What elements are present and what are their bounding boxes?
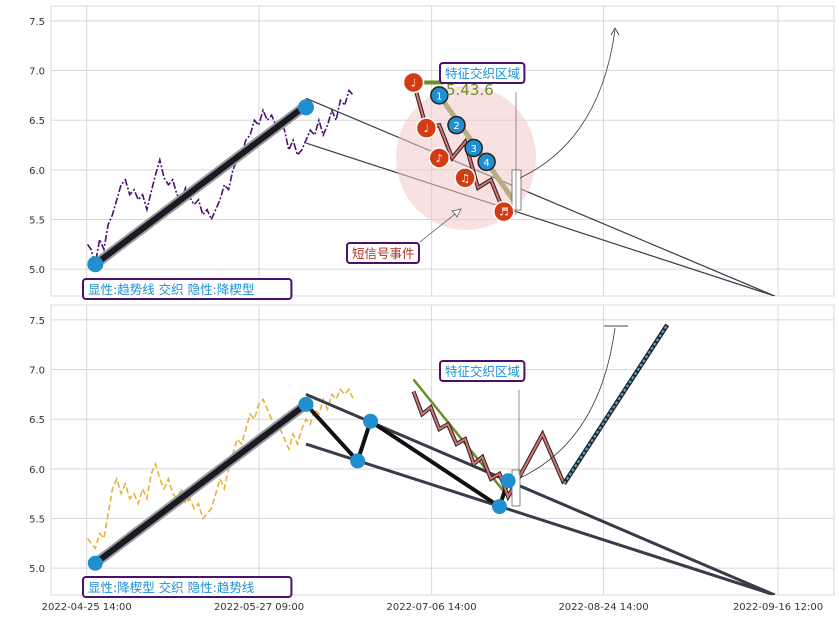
marker-red-dot — [415, 117, 438, 139]
y-tick-label: 5.0 — [29, 265, 45, 276]
pivot-dot — [363, 413, 378, 429]
marker-blue-dot — [430, 86, 449, 105]
marker-red-dot — [454, 167, 476, 189]
projection-arc — [519, 29, 616, 179]
marker-red-symbol: ♩ — [411, 76, 416, 89]
y-tick-label: 7.0 — [29, 366, 45, 377]
marker-blue-dot — [477, 152, 496, 172]
annotation-feature-zone-text: 特征交织区域 — [445, 364, 520, 379]
panel-top: 5.0 5.5 6.0 6.5 7.0 7.5 ♩ ♩ ♪ ♫ ♬ 1 2 34 5.43.6 — [29, 5, 835, 297]
y-tick-label: 6.5 — [29, 415, 45, 426]
pivot-dot — [492, 499, 507, 515]
trend-line — [305, 142, 775, 296]
y-tick-label: 6.0 — [29, 166, 45, 177]
y-tick-label: 7.5 — [29, 17, 45, 28]
marker-red: ♫ — [454, 167, 476, 189]
marker-red-symbol: ♩ — [424, 122, 429, 135]
annotation-feature-zone-text: 特征交织区域 — [445, 66, 520, 81]
marker-blue-number: 2 — [453, 121, 459, 132]
price-series-line — [86, 387, 355, 550]
plot-area — [50, 304, 835, 596]
value-label: 5.43.6 — [446, 81, 494, 99]
marker-red: ♩ — [402, 71, 425, 94]
y-tick-label: 5.0 — [29, 564, 45, 575]
plot-content: ♩ ♩ ♪ ♫ ♬ 1 2 34 5.43.6 — [86, 27, 775, 296]
y-tick-label: 6.5 — [29, 116, 45, 127]
marker-blue-number: 4 — [483, 158, 489, 169]
marker-red-symbol: ♪ — [436, 152, 443, 165]
annotation-feature-zone-frame — [439, 360, 526, 382]
pivot-dot — [500, 473, 516, 489]
x-tick-label: 2022-09-16 12:00 — [733, 602, 823, 613]
y-tick-label: 6.0 — [29, 465, 45, 476]
annotation-short-signal-frame — [346, 242, 420, 264]
x-tick-label: 2022-08-24 14:00 — [558, 602, 648, 613]
y-tick-label: 5.5 — [29, 216, 45, 227]
marker-blue-number: 3 — [471, 144, 477, 155]
pivot-dot — [87, 555, 103, 571]
marker-red-symbol: ♬ — [499, 206, 509, 219]
marker-red-dot — [493, 200, 515, 223]
y-tick-label: 7.5 — [29, 316, 45, 327]
annotation-short-signal: 短信号事件 — [346, 242, 420, 264]
projection-arc — [519, 327, 616, 479]
marker-red-symbol: ♫ — [460, 172, 470, 185]
plot-content — [86, 323, 776, 595]
pivot-dot — [298, 99, 314, 116]
pivot-dot — [350, 453, 366, 469]
price-series-line — [86, 88, 354, 265]
panel-bottom: 5.0 5.5 6.0 6.5 7.0 7.5 — [29, 304, 835, 596]
x-tick-label: 2022-04-25 14:00 — [42, 602, 132, 613]
trend-line — [305, 97, 775, 296]
marker-blue: 2 — [447, 115, 466, 135]
marker-blue-number: 1 — [436, 91, 442, 102]
marker-blue-dot — [464, 138, 483, 158]
marker-red: ♪ — [428, 147, 451, 169]
annotation-short-signal-text: 短信号事件 — [352, 246, 415, 261]
projection-line — [563, 324, 669, 485]
annotation-pattern-bottom-text: 显性:降楔型 交织 隐性:趋势线 — [88, 580, 255, 595]
annotation-pattern-top-text: 显性:趋势线 交织 隐性:降楔型 — [88, 282, 254, 297]
candle-box — [511, 469, 521, 507]
marker-blue-dot — [447, 115, 466, 135]
marker-red: ♩ — [415, 117, 438, 139]
pivot-dot — [87, 256, 104, 273]
y-tick-label: 7.0 — [29, 67, 45, 78]
marker-blue: 1 — [430, 86, 449, 105]
marker-red: ♬ — [493, 200, 515, 223]
marker-red-dot — [402, 71, 425, 94]
trend-line — [305, 442, 776, 595]
annotation-pattern-bottom-frame — [82, 576, 293, 598]
annotation-feature-zone-frame — [439, 62, 526, 84]
annotation-pattern-top-frame — [82, 278, 293, 300]
candle-box — [511, 169, 522, 211]
marker-blue: 4 — [477, 152, 496, 172]
x-tick-label: 2022-07-06 14:00 — [387, 602, 477, 613]
marker-blue: 3 — [464, 138, 483, 158]
pivot-dot — [298, 396, 314, 412]
annotation-pattern-bottom: 显性:降楔型 交织 隐性:趋势线 — [82, 576, 293, 598]
annotation-pattern-top: 显性:趋势线 交织 隐性:降楔型 — [82, 278, 293, 300]
trend-line — [93, 102, 308, 267]
x-tick-label: 2022-05-27 09:00 — [214, 602, 304, 613]
signal-arrow — [419, 208, 462, 243]
annotation-feature-zone: 特征交织区域 — [439, 360, 526, 382]
arrow-head — [610, 27, 620, 36]
trend-line — [93, 401, 308, 566]
marker-red-dot — [428, 147, 451, 169]
annotation-feature-zone: 特征交织区域 — [439, 62, 526, 84]
y-tick-label: 5.5 — [29, 515, 45, 526]
